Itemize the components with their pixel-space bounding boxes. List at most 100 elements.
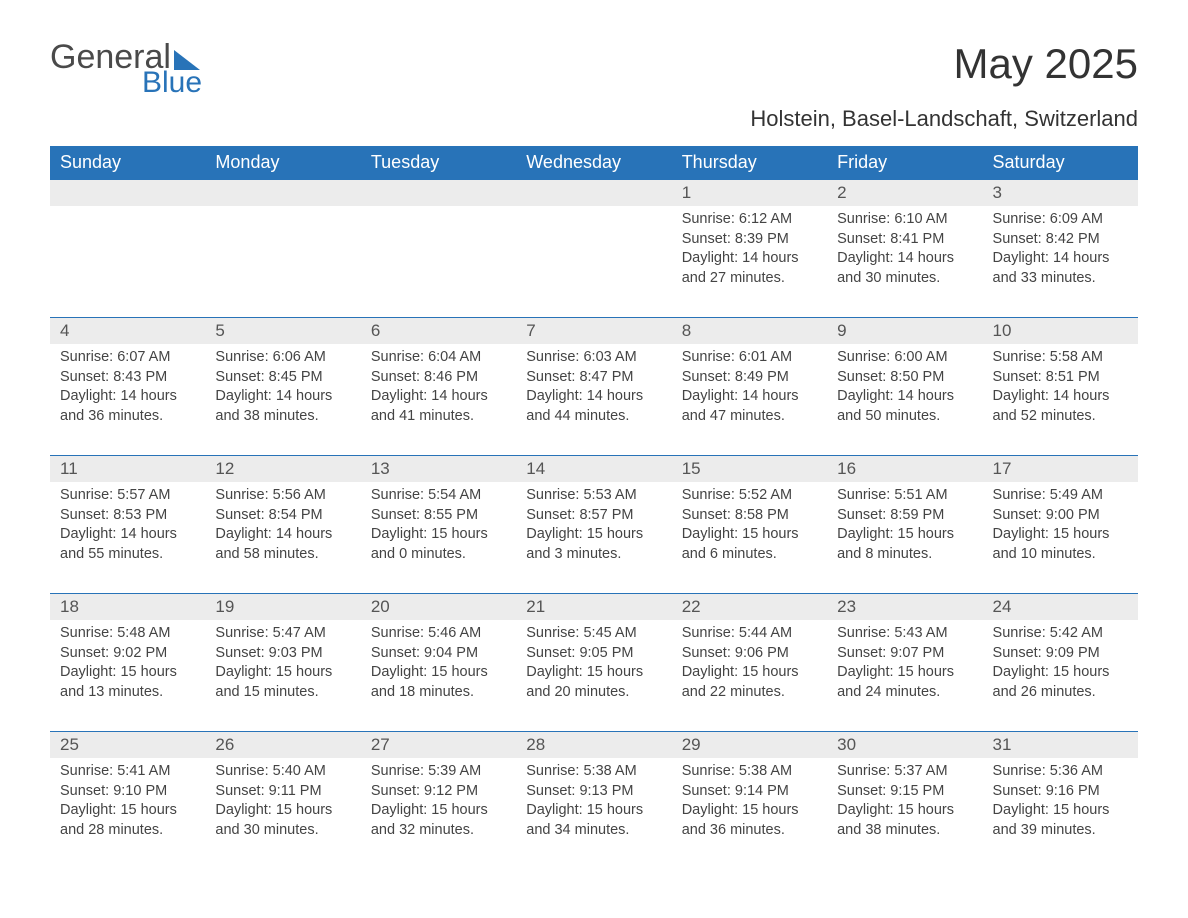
calendar-cell: 16 Sunrise: 5:51 AMSunset: 8:59 PMDayligh… (827, 456, 982, 594)
day-number: 30 (827, 732, 982, 758)
day-number: 31 (983, 732, 1138, 758)
calendar-cell: 24Sunrise: 5:42 AMSunset: 9:09 PMDayligh… (983, 594, 1138, 732)
day-number: 7 (516, 318, 671, 344)
calendar-cell: 21Sunrise: 5:45 AMSunset: 9:05 PMDayligh… (516, 594, 671, 732)
daylight-line: and 55 minutes. (60, 545, 195, 565)
daylight-line: Daylight: 14 hours (60, 387, 195, 407)
daylight-line: Daylight: 14 hours (682, 249, 817, 269)
day-data: Sunrise: 5:54 AMSunset: 8:55 PMDaylight:… (361, 482, 516, 570)
daylight-line: and 30 minutes. (215, 821, 350, 841)
calendar-cell: 1Sunrise: 6:12 AMSunset: 8:39 PMDaylight… (672, 180, 827, 318)
daylight-line: and 27 minutes. (682, 269, 817, 289)
daylight-line: Daylight: 15 hours (837, 525, 972, 545)
sunset-line: Sunset: 8:47 PM (526, 368, 661, 388)
sunrise-line: Sunrise: 6:06 AM (215, 348, 350, 368)
day-number: 16 (827, 456, 982, 482)
day-number: 13 (361, 456, 516, 482)
sunset-line: Sunset: 8:41 PM (837, 230, 972, 250)
daylight-line: and 33 minutes. (993, 269, 1128, 289)
daylight-line: Daylight: 15 hours (215, 663, 350, 683)
calendar-cell: 13Sunrise: 5:54 AMSunset: 8:55 PMDayligh… (361, 456, 516, 594)
calendar-cell: 4Sunrise: 6:07 AMSunset: 8:43 PMDaylight… (50, 318, 205, 456)
day-data: Sunrise: 6:06 AMSunset: 8:45 PMDaylight:… (205, 344, 360, 432)
daylight-line: and 34 minutes. (526, 821, 661, 841)
calendar-cell: 31Sunrise: 5:36 AMSunset: 9:16 PMDayligh… (983, 732, 1138, 870)
sunset-line: Sunset: 9:03 PM (215, 644, 350, 664)
sunrise-line: Sunrise: 6:04 AM (371, 348, 506, 368)
weekday-header: Wednesday (516, 146, 671, 180)
sunrise-line: Sunrise: 6:12 AM (682, 210, 817, 230)
day-data: Sunrise: 5:36 AMSunset: 9:16 PMDaylight:… (983, 758, 1138, 846)
day-data: Sunrise: 5:52 AMSunset: 8:58 PMDaylight:… (672, 482, 827, 570)
day-data: Sunrise: 6:00 AMSunset: 8:50 PMDaylight:… (827, 344, 982, 432)
sunset-line: Sunset: 9:00 PM (993, 506, 1128, 526)
daylight-line: and 36 minutes. (60, 407, 195, 427)
day-data: Sunrise: 5:48 AMSunset: 9:02 PMDaylight:… (50, 620, 205, 708)
day-number: 27 (361, 732, 516, 758)
sunrise-line: Sunrise: 6:03 AM (526, 348, 661, 368)
daylight-line: Daylight: 15 hours (837, 663, 972, 683)
day-data: Sunrise: 5:38 AMSunset: 9:14 PMDaylight:… (672, 758, 827, 846)
sunset-line: Sunset: 8:49 PM (682, 368, 817, 388)
daylight-line: Daylight: 15 hours (682, 525, 817, 545)
calendar-head: Sunday Monday Tuesday Wednesday Thursday… (50, 146, 1138, 180)
calendar-cell: 3Sunrise: 6:09 AMSunset: 8:42 PMDaylight… (983, 180, 1138, 318)
day-number: 15 (672, 456, 827, 482)
day-data: Sunrise: 5:43 AMSunset: 9:07 PMDaylight:… (827, 620, 982, 708)
daylight-line: and 13 minutes. (60, 683, 195, 703)
daylight-line: and 39 minutes. (993, 821, 1128, 841)
day-data: Sunrise: 5:44 AMSunset: 9:06 PMDaylight:… (672, 620, 827, 708)
daylight-line: and 20 minutes. (526, 683, 661, 703)
day-data: Sunrise: 5:37 AMSunset: 9:15 PMDaylight:… (827, 758, 982, 846)
sunrise-line: Sunrise: 5:51 AM (837, 486, 972, 506)
sunset-line: Sunset: 8:39 PM (682, 230, 817, 250)
sunset-line: Sunset: 8:46 PM (371, 368, 506, 388)
day-number: 17 (983, 456, 1138, 482)
daylight-line: Daylight: 15 hours (682, 663, 817, 683)
sunset-line: Sunset: 8:59 PM (837, 506, 972, 526)
sunset-line: Sunset: 9:05 PM (526, 644, 661, 664)
day-data: Sunrise: 5:45 AMSunset: 9:05 PMDaylight:… (516, 620, 671, 708)
sunrise-line: Sunrise: 5:48 AM (60, 624, 195, 644)
sunrise-line: Sunrise: 5:36 AM (993, 762, 1128, 782)
calendar-table: Sunday Monday Tuesday Wednesday Thursday… (50, 146, 1138, 870)
daylight-line: Daylight: 15 hours (215, 801, 350, 821)
daylight-line: Daylight: 15 hours (682, 801, 817, 821)
day-data: Sunrise: 5:42 AMSunset: 9:09 PMDaylight:… (983, 620, 1138, 708)
daylight-line: and 24 minutes. (837, 683, 972, 703)
daylight-line: and 0 minutes. (371, 545, 506, 565)
calendar-cell: 6Sunrise: 6:04 AMSunset: 8:46 PMDaylight… (361, 318, 516, 456)
day-data: Sunrise: 5:39 AMSunset: 9:12 PMDaylight:… (361, 758, 516, 846)
day-data: Sunrise: 6:04 AMSunset: 8:46 PMDaylight:… (361, 344, 516, 432)
calendar-cell: 11Sunrise: 5:57 AMSunset: 8:53 PMDayligh… (50, 456, 205, 594)
calendar-cell: 10Sunrise: 5:58 AMSunset: 8:51 PMDayligh… (983, 318, 1138, 456)
daylight-line: Daylight: 15 hours (993, 801, 1128, 821)
sunrise-line: Sunrise: 5:58 AM (993, 348, 1128, 368)
day-number: 19 (205, 594, 360, 620)
daylight-line: Daylight: 15 hours (371, 801, 506, 821)
weekday-header: Monday (205, 146, 360, 180)
day-number: 2 (827, 180, 982, 206)
calendar-cell: 28Sunrise: 5:38 AMSunset: 9:13 PMDayligh… (516, 732, 671, 870)
daylight-line: and 41 minutes. (371, 407, 506, 427)
sunset-line: Sunset: 9:09 PM (993, 644, 1128, 664)
calendar-cell: 15Sunrise: 5:52 AMSunset: 8:58 PMDayligh… (672, 456, 827, 594)
day-number: 25 (50, 732, 205, 758)
sunrise-line: Sunrise: 5:49 AM (993, 486, 1128, 506)
calendar-cell: 23Sunrise: 5:43 AMSunset: 9:07 PMDayligh… (827, 594, 982, 732)
sunset-line: Sunset: 9:10 PM (60, 782, 195, 802)
daylight-line: Daylight: 15 hours (526, 525, 661, 545)
sunset-line: Sunset: 8:58 PM (682, 506, 817, 526)
weekday-header: Saturday (983, 146, 1138, 180)
sunset-line: Sunset: 8:43 PM (60, 368, 195, 388)
day-number: 8 (672, 318, 827, 344)
sunrise-line: Sunrise: 5:44 AM (682, 624, 817, 644)
day-number-empty (205, 180, 360, 206)
daylight-line: and 32 minutes. (371, 821, 506, 841)
sunset-line: Sunset: 8:55 PM (371, 506, 506, 526)
daylight-line: Daylight: 14 hours (215, 525, 350, 545)
sunrise-line: Sunrise: 5:56 AM (215, 486, 350, 506)
sunset-line: Sunset: 9:06 PM (682, 644, 817, 664)
calendar-body: 1Sunrise: 6:12 AMSunset: 8:39 PMDaylight… (50, 180, 1138, 870)
sunrise-line: Sunrise: 5:57 AM (60, 486, 195, 506)
